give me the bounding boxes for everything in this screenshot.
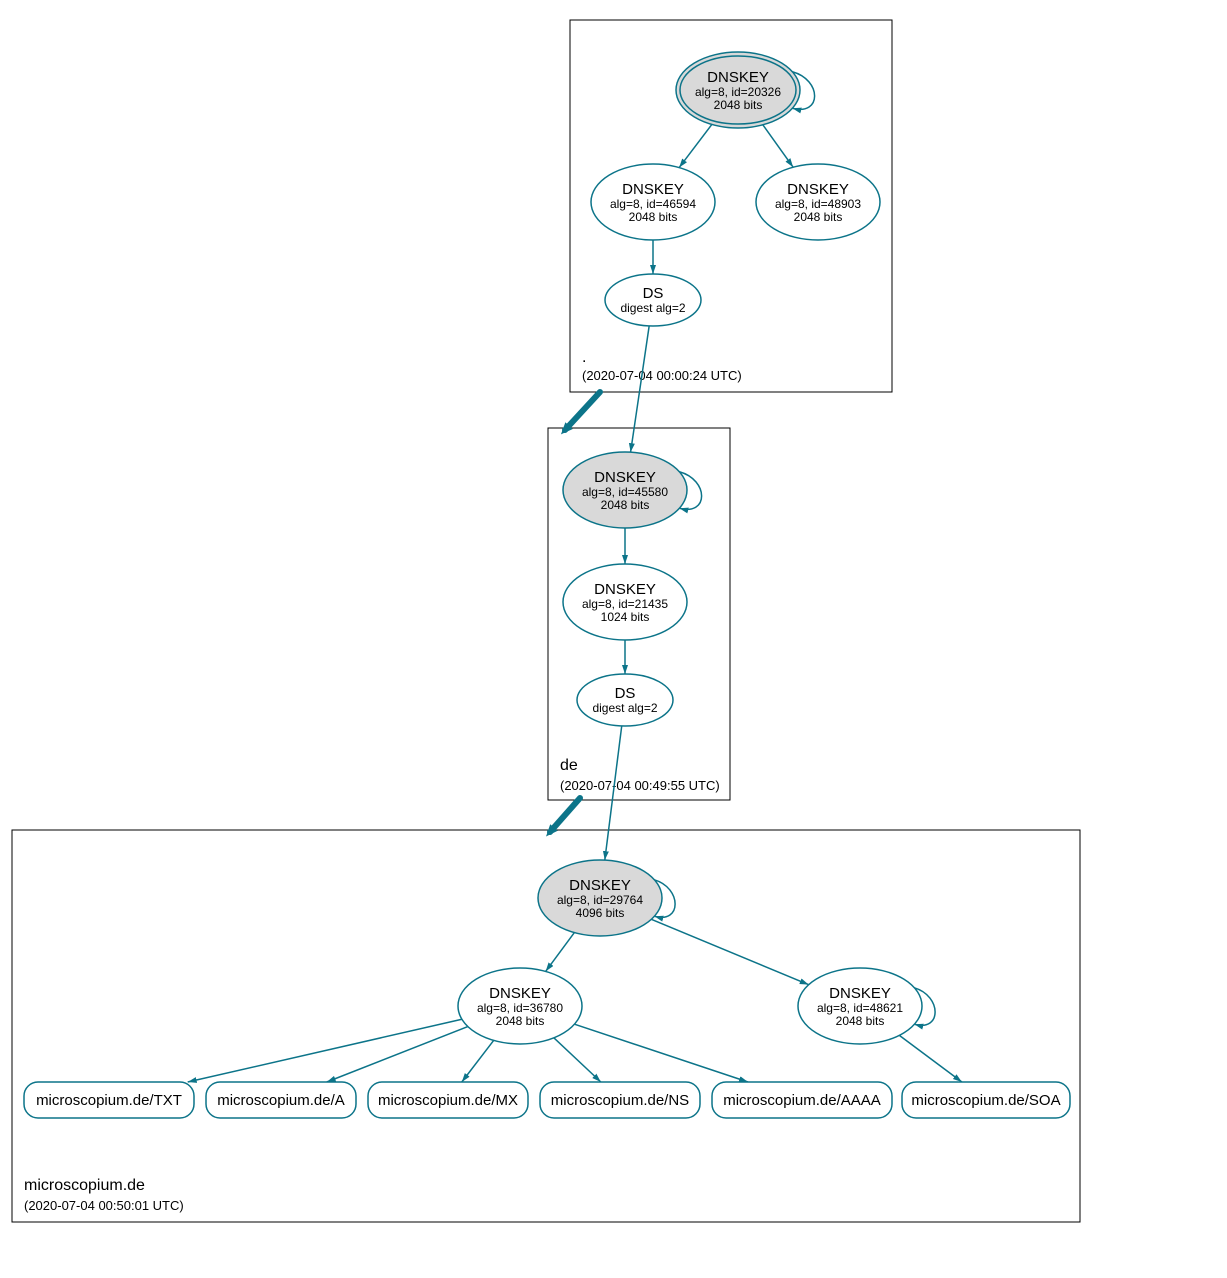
zone-timestamp-root: (2020-07-04 00:00:24 UTC) bbox=[582, 368, 742, 383]
node-sub2-de_ksk: 2048 bits bbox=[601, 498, 650, 512]
edge-root_ksk-root_zsk2 bbox=[763, 125, 793, 167]
node-sub1-de_zsk: alg=8, id=21435 bbox=[582, 597, 668, 611]
node-sub1-root_ds: digest alg=2 bbox=[620, 301, 685, 315]
edge-m_zsk2-leaf_soa bbox=[899, 1035, 962, 1082]
zone-name-root: . bbox=[582, 349, 586, 366]
edge-root_ksk-root_zsk1 bbox=[679, 124, 712, 167]
node-title-root_ksk: DNSKEY bbox=[707, 69, 769, 86]
node-sub1-root_zsk1: alg=8, id=46594 bbox=[610, 197, 696, 211]
node-title-m_zsk2: DNSKEY bbox=[829, 985, 891, 1002]
edge-m_zsk1-leaf_ns bbox=[554, 1038, 601, 1082]
node-label-leaf_ns: microscopium.de/NS bbox=[551, 1092, 689, 1109]
node-title-m_zsk1: DNSKEY bbox=[489, 985, 551, 1002]
edge-de_ds-m_ksk bbox=[605, 726, 622, 860]
node-sub1-root_ksk: alg=8, id=20326 bbox=[695, 85, 781, 99]
node-sub1-m_ksk: alg=8, id=29764 bbox=[557, 893, 643, 907]
delegation-arrow bbox=[565, 392, 600, 430]
node-title-de_zsk: DNSKEY bbox=[594, 581, 656, 598]
node-sub1-de_ksk: alg=8, id=45580 bbox=[582, 485, 668, 499]
node-sub2-root_zsk2: 2048 bits bbox=[794, 210, 843, 224]
node-sub2-m_ksk: 4096 bits bbox=[576, 906, 625, 920]
node-title-m_ksk: DNSKEY bbox=[569, 877, 631, 894]
edge-m_zsk1-leaf_aaaa bbox=[574, 1024, 748, 1082]
zone-name-micro: microscopium.de bbox=[24, 1177, 145, 1194]
node-label-leaf_mx: microscopium.de/MX bbox=[378, 1092, 518, 1109]
node-sub1-de_ds: digest alg=2 bbox=[592, 701, 657, 715]
edge-m_zsk1-leaf_txt bbox=[188, 1019, 462, 1082]
node-title-root_zsk1: DNSKEY bbox=[622, 181, 684, 198]
edge-m_ksk-m_zsk1 bbox=[546, 933, 575, 972]
dnssec-diagram: . (2020-07-04 00:00:24 UTC) de (2020-07-04 … bbox=[0, 0, 1227, 1278]
node-title-root_ds: DS bbox=[643, 285, 664, 302]
node-label-leaf_a: microscopium.de/A bbox=[217, 1092, 345, 1109]
node-label-leaf_aaaa: microscopium.de/AAAA bbox=[723, 1092, 881, 1109]
node-layer: DNSKEYalg=8, id=203262048 bitsDNSKEYalg=… bbox=[24, 52, 1070, 1118]
node-sub2-m_zsk2: 2048 bits bbox=[836, 1014, 885, 1028]
edge-m_ksk-m_zsk2 bbox=[651, 919, 808, 984]
edge-m_zsk1-leaf_a bbox=[327, 1027, 468, 1082]
node-title-de_ds: DS bbox=[615, 685, 636, 702]
node-label-leaf_txt: microscopium.de/TXT bbox=[36, 1092, 182, 1109]
zone-timestamp-micro: (2020-07-04 00:50:01 UTC) bbox=[24, 1198, 184, 1213]
node-sub1-m_zsk2: alg=8, id=48621 bbox=[817, 1001, 903, 1015]
zone-name-de: de bbox=[560, 757, 578, 774]
delegation-arrow bbox=[550, 798, 580, 832]
edge-m_zsk1-leaf_mx bbox=[462, 1040, 494, 1082]
edge-root_ds-de_ksk bbox=[631, 326, 650, 452]
node-sub2-de_zsk: 1024 bits bbox=[601, 610, 650, 624]
node-sub2-root_zsk1: 2048 bits bbox=[629, 210, 678, 224]
node-sub2-root_ksk: 2048 bits bbox=[714, 98, 763, 112]
zone-timestamp-de: (2020-07-04 00:49:55 UTC) bbox=[560, 778, 720, 793]
node-label-leaf_soa: microscopium.de/SOA bbox=[911, 1092, 1060, 1109]
node-sub2-m_zsk1: 2048 bits bbox=[496, 1014, 545, 1028]
node-sub1-m_zsk1: alg=8, id=36780 bbox=[477, 1001, 563, 1015]
node-sub1-root_zsk2: alg=8, id=48903 bbox=[775, 197, 861, 211]
node-title-de_ksk: DNSKEY bbox=[594, 469, 656, 486]
node-title-root_zsk2: DNSKEY bbox=[787, 181, 849, 198]
